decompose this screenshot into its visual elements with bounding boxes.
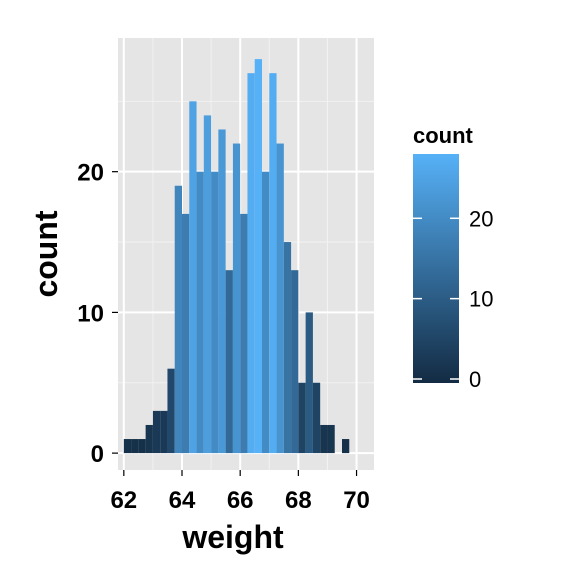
histogram-bar: [312, 382, 321, 454]
histogram-bar: [305, 312, 313, 454]
histogram-bar: [218, 129, 226, 454]
histogram-bar: [138, 439, 146, 454]
histogram-bars: [123, 59, 350, 454]
x-axis-tick-label: 68: [285, 487, 312, 514]
x-axis-tick-label: 66: [227, 487, 254, 514]
histogram-bar: [131, 439, 139, 454]
x-axis-tick-label: 70: [343, 487, 370, 514]
histogram-bar: [291, 270, 299, 454]
histogram-bar: [203, 115, 212, 454]
histogram-bar: [123, 439, 132, 454]
legend-colorbar: [413, 154, 459, 383]
histogram-bar: [298, 382, 306, 454]
histogram-bar: [247, 73, 255, 454]
histogram-bar: [189, 101, 197, 454]
x-axis-title: weight: [181, 519, 284, 555]
histogram-bar: [152, 410, 161, 454]
x-axis-tick-label: 62: [110, 487, 137, 514]
y-axis-tick-label: 0: [91, 441, 104, 468]
histogram-bar: [225, 270, 233, 454]
histogram-bar: [232, 143, 241, 454]
legend-tick-label: 20: [469, 206, 493, 231]
legend-title: count: [413, 123, 474, 148]
histogram-bar: [160, 410, 168, 454]
histogram-bar: [167, 368, 175, 454]
y-axis-title: count: [28, 210, 64, 297]
legend-ticks: 0 10 20: [413, 206, 493, 392]
legend-tick-label: 10: [469, 287, 493, 312]
histogram-bar: [211, 171, 219, 454]
color-legend: count 0 10 20: [413, 123, 493, 392]
histogram-bar: [320, 424, 328, 454]
histogram-bar: [240, 213, 248, 454]
histogram-bar: [342, 439, 350, 454]
histogram-bar: [283, 242, 292, 454]
y-axis-tick-label: 10: [77, 300, 104, 327]
x-axis-tick-label: 64: [169, 487, 196, 514]
histogram-bar: [196, 171, 204, 454]
histogram-bar: [262, 171, 270, 454]
histogram-bar: [327, 424, 335, 454]
histogram-bar: [254, 59, 262, 454]
axes: 62 64 66 68 70 0 10 20: [77, 160, 370, 514]
histogram-bar: [182, 213, 190, 454]
y-axis-tick-label: 20: [77, 160, 104, 187]
histogram-bar: [269, 73, 277, 454]
histogram-bar: [145, 424, 153, 454]
histogram-bar: [276, 143, 284, 454]
histogram-bar: [174, 185, 182, 454]
legend-tick-label: 0: [469, 367, 481, 392]
